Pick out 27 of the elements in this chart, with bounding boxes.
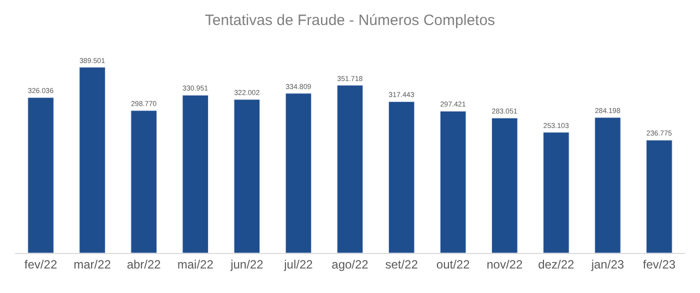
x-tick-label: jan/23 <box>590 257 624 272</box>
bar <box>28 97 54 253</box>
bar <box>594 117 621 253</box>
x-tick-label: fev/22 <box>24 257 58 272</box>
x-tick-label: out/22 <box>436 257 470 272</box>
bar <box>234 99 260 253</box>
bar <box>491 118 518 253</box>
x-tick-label: dez/22 <box>538 257 574 272</box>
bar <box>79 67 106 253</box>
bar <box>646 140 672 253</box>
bar <box>285 93 312 253</box>
x-tick-label: nov/22 <box>486 257 523 272</box>
x-tick-label: ago/22 <box>332 257 369 272</box>
x-tick-label: jun/22 <box>230 257 264 272</box>
bar <box>388 101 415 253</box>
x-tick-label: mai/22 <box>177 257 214 272</box>
bar <box>130 110 157 253</box>
x-tick-label: jul/22 <box>283 257 314 272</box>
x-tick-label: set/22 <box>385 257 418 272</box>
bar <box>336 85 364 253</box>
x-tick-label: mar/22 <box>74 257 112 272</box>
chart-title: Tentativas de Fraude - Números Completos <box>204 12 496 30</box>
bar <box>440 110 466 253</box>
bar <box>543 132 570 253</box>
x-tick-label: abr/22 <box>126 257 162 272</box>
bar <box>182 94 209 253</box>
x-tick-label: fev/23 <box>642 257 676 272</box>
